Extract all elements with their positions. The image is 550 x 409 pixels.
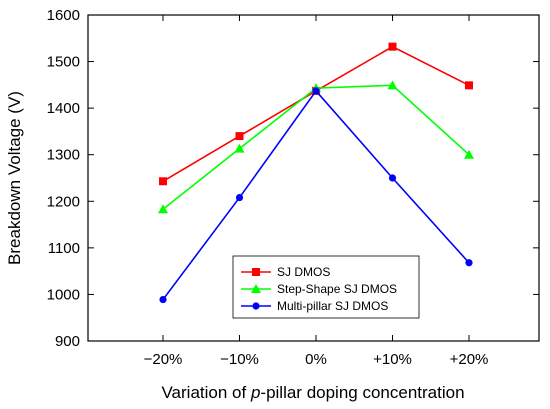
data-point [312, 87, 320, 95]
x-axis-title-part-2: p [250, 383, 260, 402]
data-point [235, 193, 244, 202]
data-point [158, 204, 168, 214]
y-tick-label: 1000 [47, 286, 80, 303]
data-point [234, 143, 245, 153]
data-point [465, 81, 473, 90]
x-tick-label: −20% [144, 351, 183, 368]
data-point [159, 295, 167, 304]
data-point [159, 177, 167, 186]
y-tick-label: 1400 [47, 100, 80, 117]
x-tick-label: 0% [305, 351, 327, 368]
x-tick-label: +20% [450, 351, 489, 368]
data-point [387, 80, 398, 90]
legend: SJ DMOS Step-Shape SJ DMOS Multi-pillar SJ… [232, 255, 420, 319]
x-axis-title: Variation of p-pillar doping concentrati… [161, 383, 464, 402]
series-3 [159, 87, 473, 304]
legend-marker [252, 302, 260, 310]
x-axis-title-part-3: -pillar doping concentration [260, 383, 464, 402]
x-tick-label: +10% [373, 351, 412, 368]
x-axis: −20% −10% 0% +10% +20% [144, 15, 489, 368]
y-tick-label: 1300 [47, 147, 80, 164]
legend-marker [252, 268, 260, 276]
y-tick-label: 1600 [47, 7, 80, 24]
legend-item: Step-Shape SJ DMOS [241, 282, 397, 296]
data-point [464, 149, 474, 159]
legend-item: SJ DMOS [241, 265, 330, 279]
x-axis-title-part-1: Variation of [161, 383, 250, 402]
legend-box [232, 255, 420, 319]
y-tick-label: 1500 [47, 54, 80, 71]
data-point [388, 174, 397, 182]
x-tick-label: −10% [220, 351, 259, 368]
y-tick-label: 1200 [47, 193, 80, 210]
legend-label: Multi-pillar SJ DMOS [277, 299, 388, 313]
data-point [235, 132, 244, 141]
series-layer [158, 42, 474, 304]
y-axis: 900 1000 1100 1200 1300 1400 1500 1600 [47, 7, 539, 350]
y-axis-title: Breakdown Voltage (V) [5, 91, 24, 265]
y-tick-label: 1100 [48, 240, 80, 257]
legend-label: SJ DMOS [277, 265, 330, 279]
legend-item: Multi-pillar SJ DMOS [241, 299, 388, 313]
y-tick-label: 900 [55, 333, 80, 350]
legend-items: SJ DMOS Step-Shape SJ DMOS Multi-pillar SJ… [241, 265, 397, 313]
legend-marker [251, 284, 261, 293]
legend-label: Step-Shape SJ DMOS [277, 282, 397, 296]
data-point [388, 42, 397, 51]
data-point [465, 259, 473, 267]
